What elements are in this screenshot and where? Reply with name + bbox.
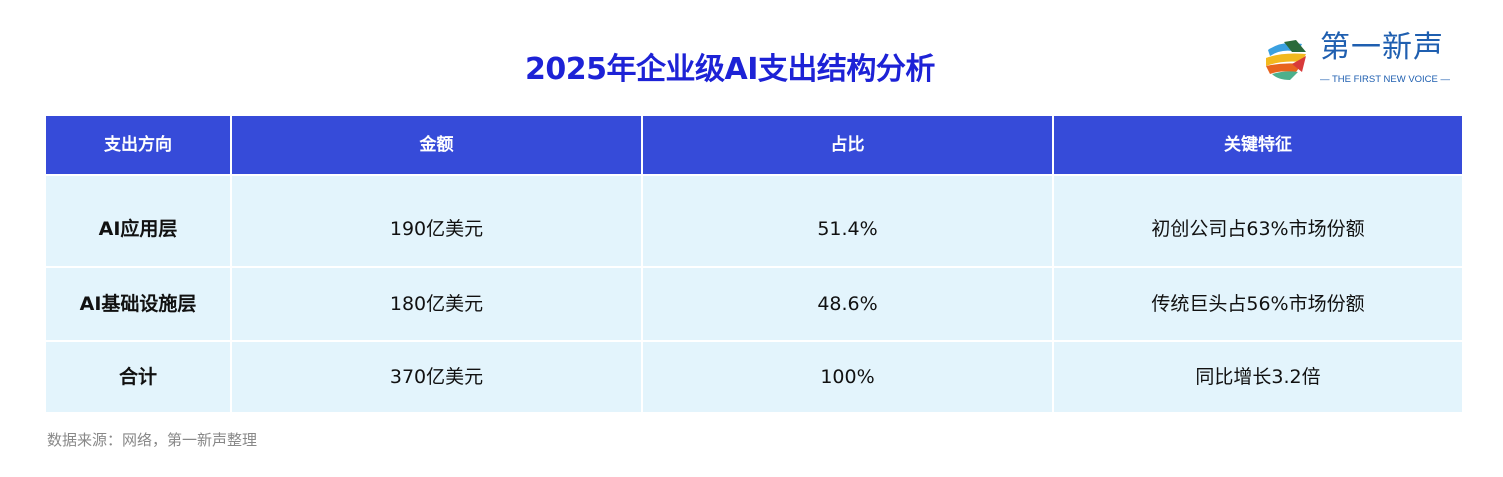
cell-share: 100% <box>641 340 1054 414</box>
globe-logo-icon <box>1265 38 1309 82</box>
cell-share: 51.4% <box>641 174 1054 268</box>
header-feature: 关键特征 <box>1052 114 1464 176</box>
page-title: 2025年企业级AI支出结构分析 <box>525 52 935 87</box>
cell-feature: 同比增长3.2倍 <box>1052 340 1464 414</box>
cell-feature: 初创公司占63%市场份额 <box>1052 174 1464 268</box>
cell-feature: 传统巨头占56%市场份额 <box>1052 266 1464 342</box>
header-share: 占比 <box>641 114 1054 176</box>
table-header-row: 支出方向 金额 占比 关键特征 <box>44 114 1464 176</box>
table-row: AI基础设施层 180亿美元 48.6% 传统巨头占56%市场份额 <box>44 266 1464 342</box>
logo-text-en: — THE FIRST NEW VOICE — <box>1320 74 1451 85</box>
cell-amount: 370亿美元 <box>230 340 643 414</box>
brand-logo: 第一新声 — THE FIRST NEW VOICE — <box>1262 30 1472 90</box>
source-footnote: 数据来源：网络，第一新声整理 <box>47 431 258 449</box>
cell-direction: 合计 <box>44 340 232 414</box>
cell-direction: AI应用层 <box>44 174 232 268</box>
table-row: AI应用层 190亿美元 51.4% 初创公司占63%市场份额 <box>44 174 1464 268</box>
table-row-total: 合计 370亿美元 100% 同比增长3.2倍 <box>44 340 1464 414</box>
header-amount: 金额 <box>230 114 643 176</box>
cell-amount: 190亿美元 <box>230 174 643 268</box>
header-direction: 支出方向 <box>44 114 232 176</box>
cell-direction: AI基础设施层 <box>44 266 232 342</box>
data-table: 支出方向 金额 占比 关键特征 AI应用层 190亿美元 51.4% 初创公司占… <box>44 114 1464 414</box>
cell-share: 48.6% <box>641 266 1054 342</box>
logo-text-cn: 第一新声 <box>1320 30 1444 65</box>
cell-amount: 180亿美元 <box>230 266 643 342</box>
